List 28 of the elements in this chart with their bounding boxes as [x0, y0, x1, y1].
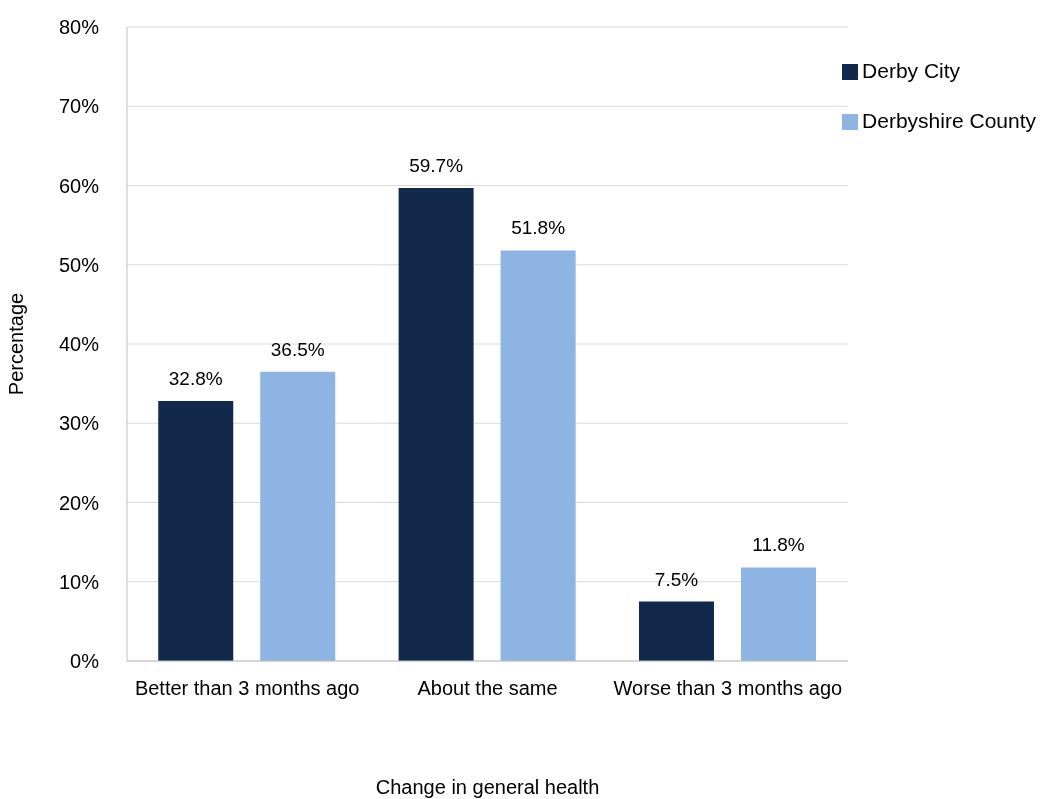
data-label: 32.8%	[168, 368, 223, 390]
y-tick-label: 10%	[58, 570, 100, 593]
y-tick-label: 80%	[58, 16, 100, 39]
data-label: 11.8%	[752, 534, 805, 556]
legend-label: Derby City	[862, 59, 961, 82]
y-tick-label: 30%	[58, 412, 100, 435]
bar	[740, 567, 816, 661]
bar	[158, 401, 234, 661]
bar	[260, 371, 336, 661]
data-label: 59.7%	[409, 154, 464, 176]
x-tick-label: Worse than 3 months ago	[613, 677, 843, 700]
y-tick-label: 70%	[58, 95, 100, 118]
x-axis-title: Change in general health	[375, 776, 600, 798]
data-label: 51.8%	[511, 217, 566, 239]
y-axis-title: Percentage	[5, 292, 28, 396]
y-tick-label: 60%	[58, 174, 100, 197]
bar	[398, 187, 474, 661]
bar	[638, 601, 714, 661]
data-label: 7.5%	[654, 568, 699, 590]
y-tick-label: 0%	[70, 650, 100, 673]
data-label: 36.5%	[270, 338, 325, 360]
y-tick-label: 40%	[58, 333, 100, 356]
y-tick-label: 50%	[58, 253, 100, 276]
bar	[500, 250, 576, 661]
x-tick-label: Better than 3 months ago	[134, 677, 360, 700]
legend-label: Derbyshire County	[862, 109, 1036, 132]
y-tick-label: 20%	[58, 491, 100, 514]
x-tick-label: About the same	[417, 677, 558, 700]
